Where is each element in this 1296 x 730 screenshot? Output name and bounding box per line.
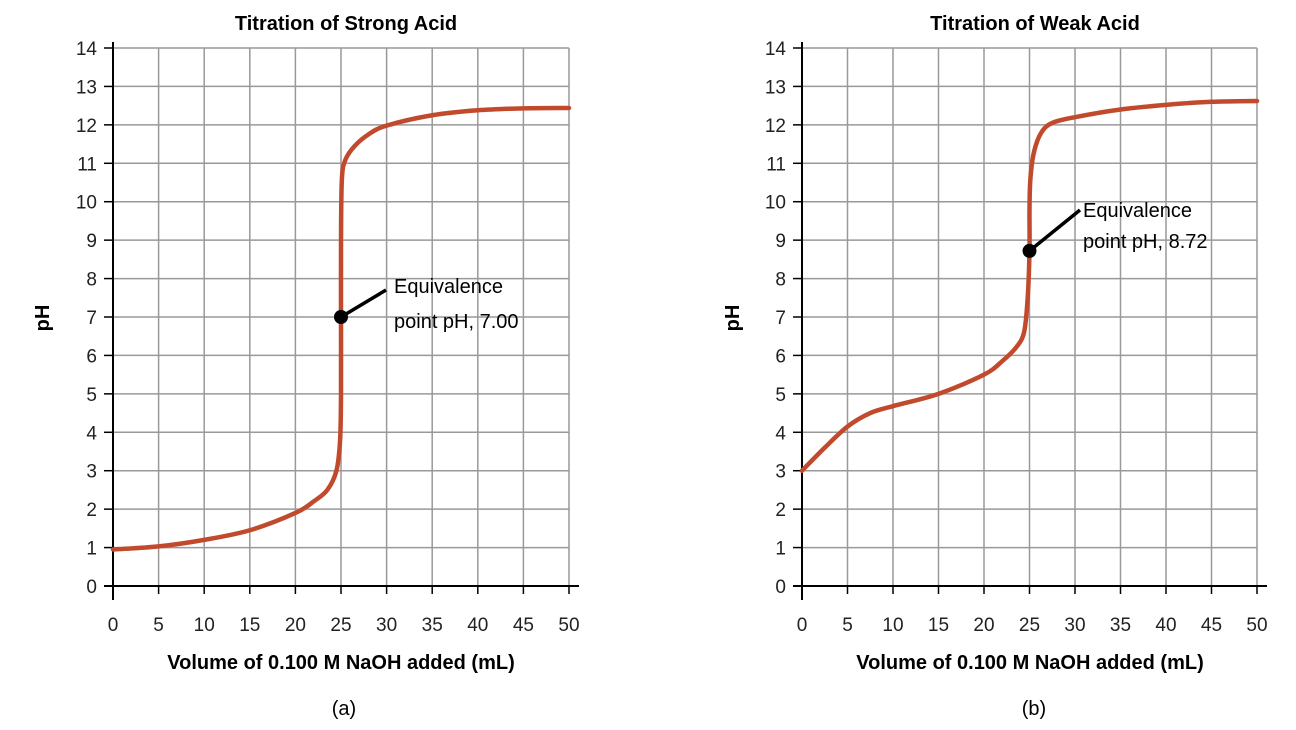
y-tick-label: 2 — [86, 500, 97, 521]
y-tick-label: 0 — [86, 577, 97, 598]
y-tick-label: 14 — [765, 39, 787, 60]
x-tick-label: 45 — [513, 615, 534, 636]
x-tick-label: 0 — [108, 615, 119, 636]
chart-title: Titration of Strong Acid — [235, 13, 457, 35]
equivalence-point-marker — [1022, 243, 1037, 258]
y-tick-label: 4 — [86, 423, 97, 444]
y-tick-label: 1 — [775, 539, 786, 560]
annotation-line-1: Equivalence — [394, 276, 503, 298]
y-tick-label: 6 — [86, 346, 97, 367]
x-tick-label: 10 — [194, 615, 215, 636]
annotation-line-1: Equivalence — [1083, 200, 1192, 222]
y-tick-label: 7 — [86, 308, 97, 329]
y-tick-label: 0 — [775, 577, 786, 598]
x-axis-label: Volume of 0.100 M NaOH added (mL) — [167, 652, 514, 674]
y-tick-label: 8 — [86, 270, 97, 291]
x-tick-label: 20 — [285, 615, 306, 636]
y-tick-label: 9 — [775, 231, 786, 252]
x-tick-label: 45 — [1201, 615, 1222, 636]
y-tick-label: 3 — [86, 462, 97, 483]
y-tick-label: 9 — [86, 231, 97, 252]
x-tick-label: 10 — [882, 615, 903, 636]
titration-curve — [799, 98, 1260, 473]
x-tick-label: 30 — [376, 615, 397, 636]
y-tick-label: 11 — [766, 154, 786, 175]
panel-weak-acid: Titration of Weak Acid Volume of 0.100 M… — [722, 13, 1268, 720]
x-tick-label: 40 — [1155, 615, 1176, 636]
x-tick-label: 5 — [842, 615, 853, 636]
y-tick-label: 1 — [86, 539, 97, 560]
x-tick-label: 5 — [153, 615, 164, 636]
x-tick-label: 35 — [1110, 615, 1131, 636]
y-tick-label: 10 — [76, 193, 97, 214]
y-tick-label: 13 — [765, 77, 786, 98]
x-tick-label: 30 — [1064, 615, 1085, 636]
annotation-line-2: point pH, 8.72 — [1083, 231, 1208, 253]
annotation-line-2: point pH, 7.00 — [394, 311, 519, 333]
chart-title: Titration of Weak Acid — [930, 13, 1140, 35]
y-tick-label: 11 — [77, 154, 97, 175]
x-tick-label: 25 — [1019, 615, 1040, 636]
y-tick-label: 8 — [775, 270, 786, 291]
annotation-leader-line — [340, 288, 387, 319]
x-tick-label: 50 — [1246, 615, 1267, 636]
y-tick-label: 12 — [765, 116, 786, 137]
x-tick-label: 25 — [330, 615, 351, 636]
x-tick-label: 35 — [422, 615, 443, 636]
panel-label: (a) — [332, 698, 356, 720]
y-tick-label: 5 — [86, 385, 97, 406]
equivalence-point-marker — [334, 310, 348, 324]
y-axis-label: pH — [722, 305, 744, 332]
panel-strong-acid: Titration of Strong Acid Volume of 0.100… — [32, 13, 580, 720]
panel-label: (b) — [1022, 698, 1046, 720]
y-tick-label: 13 — [76, 77, 97, 98]
y-tick-label: 6 — [775, 346, 786, 367]
x-tick-label: 15 — [239, 615, 260, 636]
y-tick-label: 2 — [775, 500, 786, 521]
y-tick-label: 5 — [775, 385, 786, 406]
y-tick-label: 12 — [76, 116, 97, 137]
x-axis-label: Volume of 0.100 M NaOH added (mL) — [856, 652, 1203, 674]
y-axis-label: pH — [32, 305, 54, 332]
x-tick-label: 0 — [797, 615, 808, 636]
x-tick-label: 20 — [973, 615, 994, 636]
x-tick-label: 15 — [928, 615, 949, 636]
x-tick-label: 50 — [558, 615, 579, 636]
y-tick-label: 4 — [775, 423, 786, 444]
y-tick-label: 7 — [775, 308, 786, 329]
y-tick-label: 10 — [765, 193, 786, 214]
y-tick-label: 14 — [76, 39, 98, 60]
annotation-leader-line — [1028, 208, 1082, 253]
y-tick-label: 3 — [775, 462, 786, 483]
x-tick-label: 40 — [467, 615, 488, 636]
